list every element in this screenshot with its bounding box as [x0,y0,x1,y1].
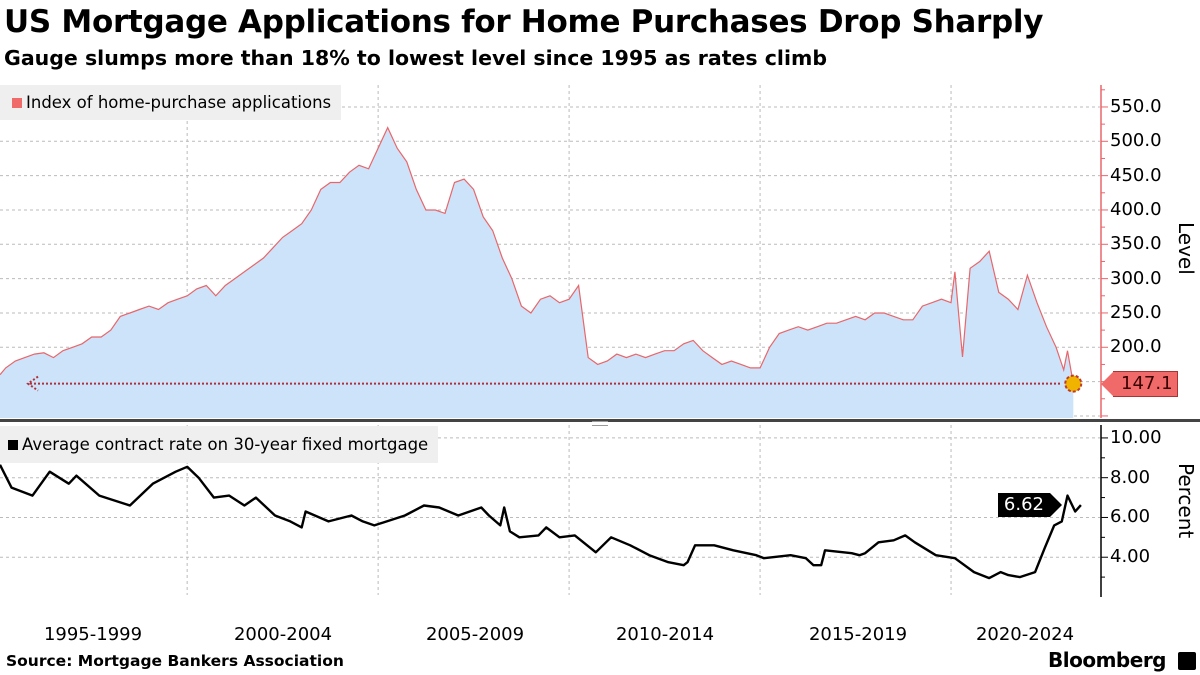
y-tick-label: 200.0 [1110,336,1162,358]
chart-subtitle: Gauge slumps more than 18% to lowest lev… [4,46,828,70]
y-tick-label: 8.00 [1110,466,1151,488]
legend-swatch-rate [8,439,18,450]
x-tick-label: 2010-2014 [615,624,715,645]
reference-arrow-icon [26,375,39,392]
x-tick-label: 2015-2019 [808,624,908,645]
y-tick-label: 300.0 [1110,267,1162,289]
last-value-marker [1064,374,1083,393]
x-tick-label: 2005-2009 [425,624,525,645]
panel-separator [0,419,1200,422]
chart-title: US Mortgage Applications for Home Purcha… [4,4,1044,40]
last-value-tag-rate: 6.62 [997,493,1063,517]
series-line-rate [0,464,1082,580]
legend-label-index: Index of home-purchase applications [26,93,332,112]
bloomberg-logo: Bloomberg [1048,648,1166,672]
bloomberg-logo-icon [1178,652,1196,670]
legend-label-rate: Average contract rate on 30-year fixed m… [22,435,429,454]
source-note: Source: Mortgage Bankers Association [6,652,344,670]
y-tick-label: 550.0 [1110,95,1162,117]
y-tick-label: 350.0 [1110,233,1162,255]
y-tick-label: 6.00 [1110,506,1151,528]
y-tick-label: 400.0 [1110,198,1162,220]
panel-resize-handle[interactable] [592,421,608,426]
x-tick-label: 2000-2004 [233,624,333,645]
legend-swatch-index [12,97,22,108]
y-axis-title-percent: Percent [1174,463,1198,539]
legend-top: Index of home-purchase applications [0,85,342,120]
y-tick-label: 450.0 [1110,164,1162,186]
series-line-index [0,126,1074,384]
y-tick-label: 500.0 [1110,130,1162,152]
legend-bottom: Average contract rate on 30-year fixed m… [0,426,439,463]
y-tick-label: 4.00 [1110,546,1151,568]
series-area-fill [0,127,1074,418]
y-tick-label: 10.00 [1110,426,1162,448]
x-tick-label: 2020-2024 [975,624,1075,645]
y-axis-title-level: Level [1174,222,1198,275]
last-value-tag-index: 147.1 [1101,371,1178,397]
y-tick-label: 250.0 [1110,301,1162,323]
x-tick-label: 1995-1999 [43,624,143,645]
